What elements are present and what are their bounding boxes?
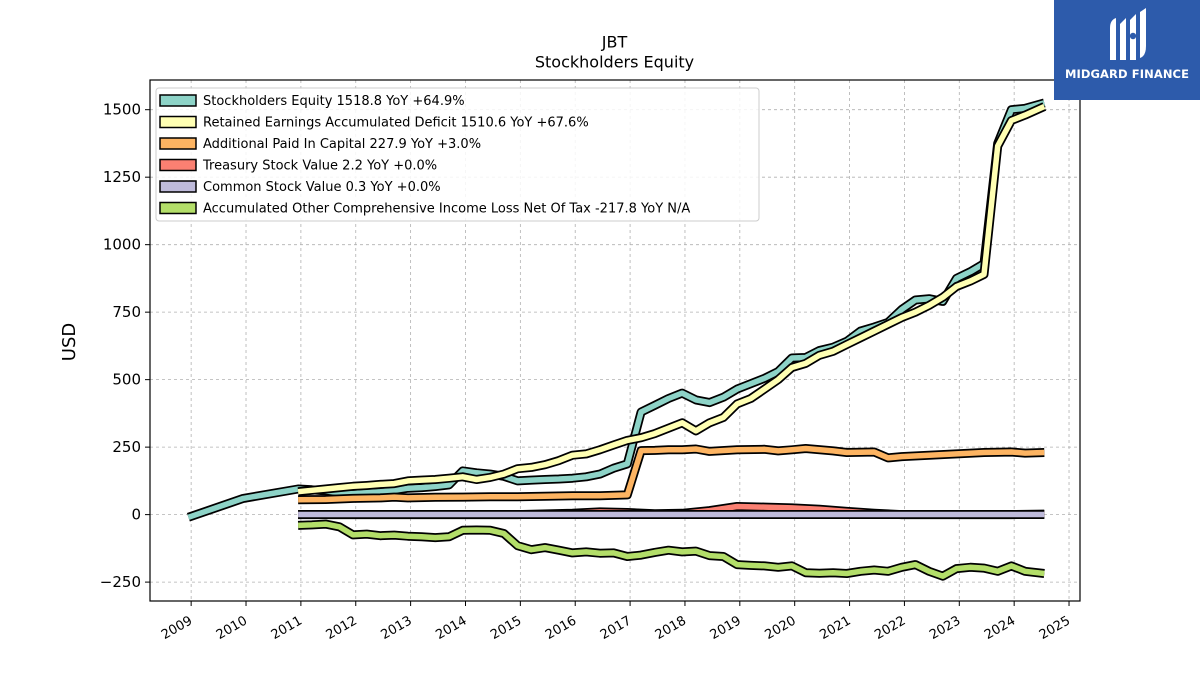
x-tick-label: 2016 <box>543 613 579 643</box>
y-axis-title: USD <box>59 323 80 361</box>
legend-swatch <box>159 137 197 150</box>
x-tick-label: 2017 <box>598 613 634 643</box>
legend: Stockholders Equity 1518.8 YoY +64.9% Ret… <box>155 87 760 222</box>
y-tick-label: 250 <box>112 438 141 456</box>
x-tick-label: 2015 <box>488 613 524 643</box>
x-tick-label: 2010 <box>214 613 250 643</box>
plot-frame <box>149 79 1081 602</box>
y-tick-label: −250 <box>100 573 141 591</box>
legend-swatch <box>159 94 197 107</box>
series-line-stockholders-equity <box>187 100 1046 520</box>
series-line-additional-paid-in-capital <box>298 445 1045 503</box>
y-tick-label: 1250 <box>103 168 141 186</box>
legend-swatch <box>159 180 197 193</box>
legend-label: Additional Paid In Capital 227.9 YoY +3.… <box>203 137 481 152</box>
y-tick-label: 500 <box>112 371 141 389</box>
logo-mark-icon <box>1110 8 1146 60</box>
y-tick-label: 750 <box>112 303 141 321</box>
x-tick-label: 2021 <box>817 613 853 643</box>
x-tick-label: 2022 <box>872 613 908 643</box>
x-tick-label: 2018 <box>653 613 689 643</box>
x-tick-label: 2019 <box>708 613 744 643</box>
chart-title: JBT <box>601 33 628 52</box>
x-tick-label: 2012 <box>324 613 360 643</box>
x-tick-label: 2013 <box>378 613 414 643</box>
x-tick-label: 2020 <box>763 613 799 643</box>
logo-text: MIDGARD FINANCE <box>1064 67 1190 81</box>
legend-swatch <box>159 201 197 215</box>
chart-subtitle: Stockholders Equity <box>535 53 694 72</box>
legend-label: Treasury Stock Value 2.2 YoY +0.0% <box>202 159 437 174</box>
legend-label: Retained Earnings Accumulated Deficit 15… <box>203 116 589 131</box>
x-tick-label: 2014 <box>433 613 469 643</box>
legend-swatch <box>159 158 197 172</box>
legend-label: Accumulated Other Comprehensive Income L… <box>203 202 690 217</box>
series-line-accumulated-other-comprehensive-income-loss-net-of-tax <box>298 521 1045 579</box>
x-tick-label: 2025 <box>1037 613 1073 643</box>
y-tick-label: 1500 <box>103 101 141 119</box>
legend-box <box>155 87 760 222</box>
legend-label: Stockholders Equity 1518.8 YoY +64.9% <box>203 94 465 109</box>
legend-label: Common Stock Value 0.3 YoY +0.0% <box>203 180 441 195</box>
x-tick-label: 2009 <box>159 613 195 643</box>
legend-swatch <box>159 115 197 129</box>
x-tick-label: 2023 <box>927 613 963 643</box>
x-tick-label: 2011 <box>269 613 305 643</box>
logo: MIDGARD FINANCE <box>1054 0 1200 100</box>
y-tick-label: 1000 <box>103 236 141 254</box>
series-line-retained-earnings-accumulated-deficit <box>297 103 1046 495</box>
series-lines <box>186 98 1047 581</box>
x-tick-label: 2024 <box>982 613 1018 643</box>
y-tick-label: 0 <box>131 506 141 524</box>
